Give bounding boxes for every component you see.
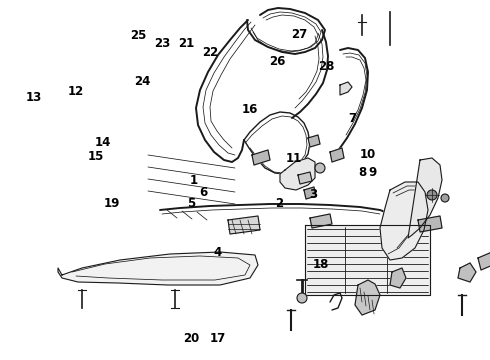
Text: 24: 24 <box>134 75 150 87</box>
Text: 25: 25 <box>130 29 147 42</box>
Text: 21: 21 <box>178 37 195 50</box>
Text: 16: 16 <box>242 103 258 116</box>
Text: 22: 22 <box>202 46 219 59</box>
Text: 15: 15 <box>87 150 104 163</box>
Polygon shape <box>380 182 428 260</box>
Polygon shape <box>58 252 258 285</box>
Text: 1: 1 <box>190 174 197 186</box>
Text: 9: 9 <box>368 166 376 179</box>
Text: 18: 18 <box>313 258 329 271</box>
Text: 27: 27 <box>291 28 307 41</box>
Circle shape <box>441 194 449 202</box>
Polygon shape <box>298 172 312 184</box>
Polygon shape <box>390 268 406 288</box>
Polygon shape <box>408 158 442 238</box>
Text: 3: 3 <box>310 188 318 201</box>
Polygon shape <box>280 158 315 190</box>
Text: 8: 8 <box>359 166 367 179</box>
Circle shape <box>297 293 307 303</box>
Text: 10: 10 <box>359 148 376 161</box>
Text: 7: 7 <box>349 112 357 125</box>
Text: 19: 19 <box>103 197 120 210</box>
Polygon shape <box>458 263 476 282</box>
Circle shape <box>427 190 437 200</box>
Polygon shape <box>355 280 380 315</box>
Text: 5: 5 <box>187 197 195 210</box>
Text: 26: 26 <box>269 55 285 68</box>
Polygon shape <box>305 225 430 295</box>
Text: 28: 28 <box>318 60 334 73</box>
Polygon shape <box>252 150 270 165</box>
Polygon shape <box>304 187 316 199</box>
Text: 20: 20 <box>183 332 199 345</box>
Polygon shape <box>310 214 332 228</box>
Text: 17: 17 <box>210 332 226 345</box>
Text: 6: 6 <box>199 186 207 199</box>
Text: 23: 23 <box>154 37 171 50</box>
Text: 11: 11 <box>286 152 302 165</box>
Circle shape <box>315 163 325 173</box>
Text: 12: 12 <box>68 85 84 98</box>
Polygon shape <box>478 252 490 270</box>
Text: 2: 2 <box>275 197 283 210</box>
Text: 13: 13 <box>25 91 42 104</box>
Polygon shape <box>308 135 320 147</box>
Polygon shape <box>340 82 352 95</box>
Text: 4: 4 <box>214 246 222 258</box>
Polygon shape <box>330 148 344 162</box>
Text: 14: 14 <box>95 136 111 149</box>
Polygon shape <box>228 216 260 234</box>
Polygon shape <box>418 216 442 232</box>
